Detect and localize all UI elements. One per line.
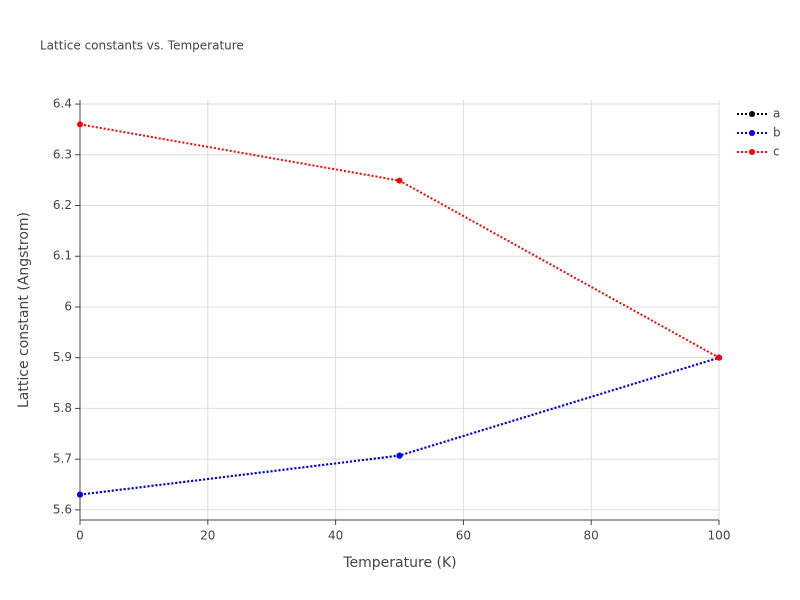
y-tick-label: 6.1 (53, 249, 72, 263)
y-tick-label: 5.9 (53, 350, 72, 364)
y-tick-label: 6 (64, 299, 72, 313)
legend-marker (749, 149, 755, 155)
data-point (77, 491, 83, 498)
x-tick-label: 80 (584, 529, 599, 543)
data-point (77, 121, 83, 128)
series-line (79, 356, 720, 496)
legend-marker (749, 111, 755, 117)
legend-label: a (773, 107, 780, 121)
y-tick-label: 5.6 (53, 502, 72, 516)
x-axis-title: Temperature (K) (342, 555, 456, 571)
y-tick-label: 5.7 (53, 452, 72, 466)
series-line (79, 123, 720, 359)
data-point (716, 354, 722, 361)
x-tick-label: 0 (76, 529, 84, 543)
data-point (396, 177, 403, 184)
y-axis-title: Lattice constant (Angstrom) (16, 212, 32, 408)
y-tick-label: 6.3 (53, 147, 72, 161)
legend-marker (749, 130, 755, 136)
data-point (396, 452, 403, 459)
series-line (79, 356, 720, 496)
y-tick-label: 5.8 (53, 401, 72, 415)
x-tick-label: 20 (200, 529, 215, 543)
x-tick-label: 100 (708, 529, 731, 543)
x-tick-label: 60 (456, 529, 471, 543)
chart-title: Lattice constants vs. Temperature (40, 39, 244, 53)
legend-label: c (773, 145, 780, 159)
x-tick-label: 40 (328, 529, 343, 543)
legend-label: b (773, 126, 781, 140)
y-tick-label: 6.4 (53, 97, 72, 111)
y-tick-label: 6.2 (53, 198, 72, 212)
